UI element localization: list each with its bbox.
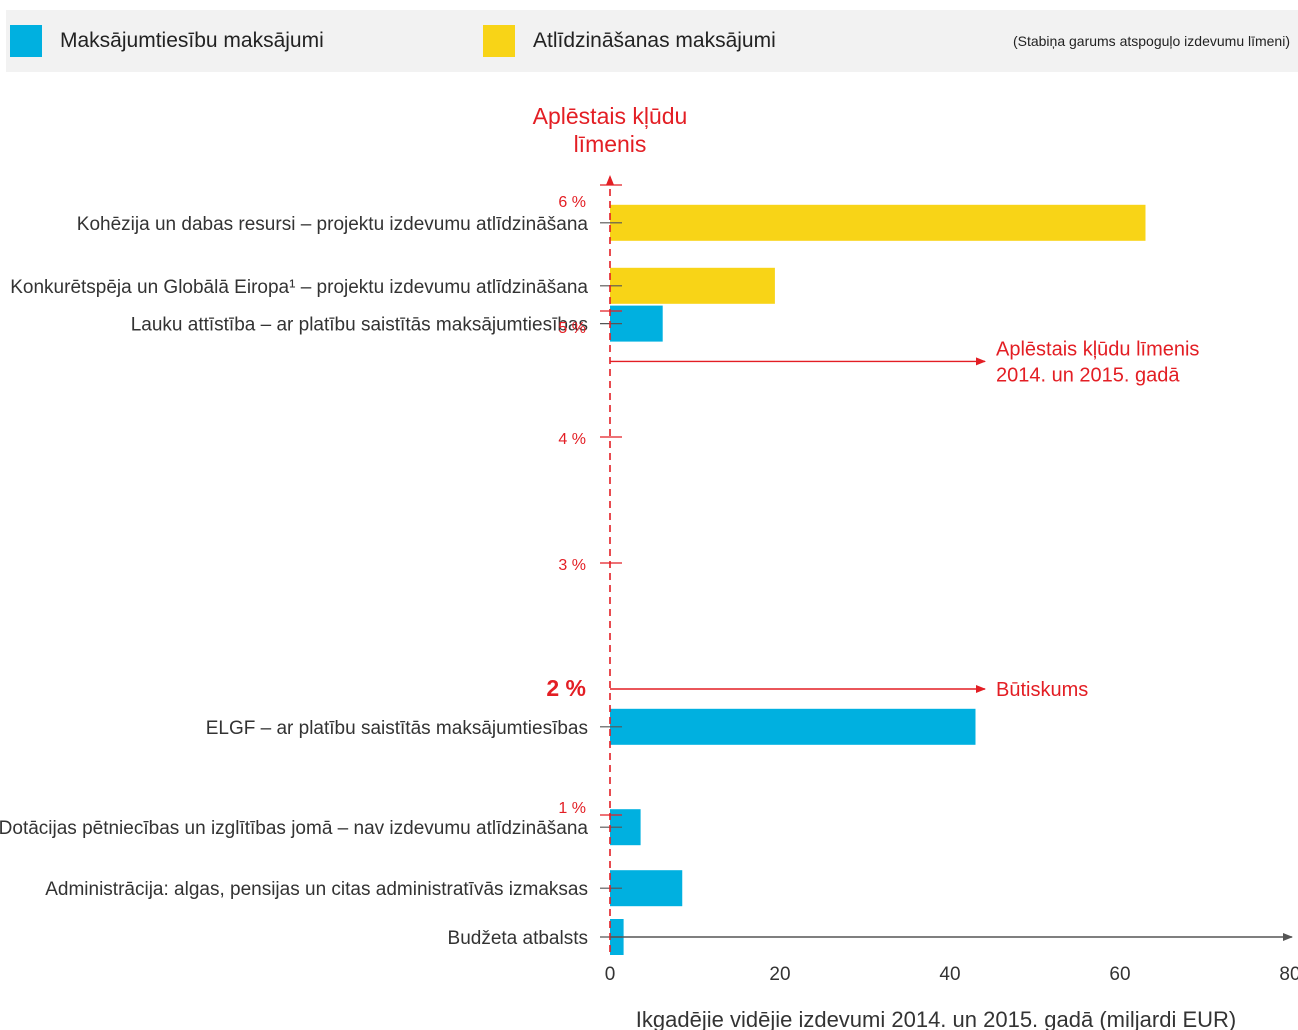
x-tick-label-1: 0 — [605, 964, 616, 985]
labels-layer: Kohēzija un dabas resursi – projektu izd… — [0, 103, 1298, 1030]
annotation-text-2: Būtiskums — [996, 679, 1088, 701]
category-label-3: Lauku attīstība – ar platību saistītās m… — [131, 315, 588, 336]
error-tick-label-1: 1 % — [558, 800, 586, 817]
legend-label-entitlement: Maksājumtiesību maksājumi — [60, 29, 324, 52]
category-label-5: Dotācijas pētniecības un izglītības jomā… — [0, 818, 588, 839]
error-tick-label-4: 4 % — [558, 431, 586, 448]
legend-item-entitlement: Maksājumtiesību maksājumi — [10, 10, 324, 72]
error-tick-label-2: 2 % — [546, 675, 586, 701]
x-axis-title: Ikgadējie vidējie izdevumi 2014. un 2015… — [636, 1007, 1236, 1030]
legend-note: (Stabiņa garums atspoguļo izdevumu līmen… — [1012, 33, 1290, 49]
legend: Maksājumtiesību maksājumi Atlīdzināšanas… — [6, 10, 1298, 72]
x-tick-label-4: 60 — [1109, 964, 1130, 985]
legend-swatch-entitlement — [10, 25, 42, 57]
bar-6 — [610, 870, 683, 907]
x-tick-label-5: 80 — [1279, 964, 1298, 985]
category-label-2: Konkurētspēja un Globālā Eiropa¹ – proje… — [10, 277, 588, 298]
x-tick-label-3: 40 — [939, 964, 960, 985]
category-label-1: Kohēzija un dabas resursi – projektu izd… — [77, 214, 589, 235]
annotation-text-1: Aplēstais kļūdu līmenis 2014. un 2015. ga… — [996, 338, 1199, 386]
bars-layer — [610, 204, 1146, 955]
bar-4 — [610, 708, 976, 745]
error-tick-label-6: 6 % — [558, 194, 586, 211]
legend-swatch-reimbursement — [483, 25, 515, 57]
axes-layer — [600, 175, 1293, 952]
x-tick-label-2: 20 — [769, 964, 790, 985]
legend-item-reimbursement: Atlīdzināšanas maksājumi — [483, 10, 776, 72]
category-label-7: Budžeta atbalsts — [448, 928, 588, 949]
bar-2 — [610, 267, 775, 304]
error-tick-label-5: 5 % — [558, 320, 586, 337]
category-label-6: Administrācija: algas, pensijas un citas… — [45, 879, 588, 900]
error-axis-title: Aplēstais kļūdu līmenis — [533, 103, 688, 157]
legend-label-reimbursement: Atlīdzināšanas maksājumi — [533, 29, 776, 52]
bar-1 — [610, 204, 1146, 241]
error-tick-label-3: 3 % — [558, 557, 586, 574]
category-label-4: ELGF – ar platību saistītās maksājumties… — [206, 718, 588, 739]
